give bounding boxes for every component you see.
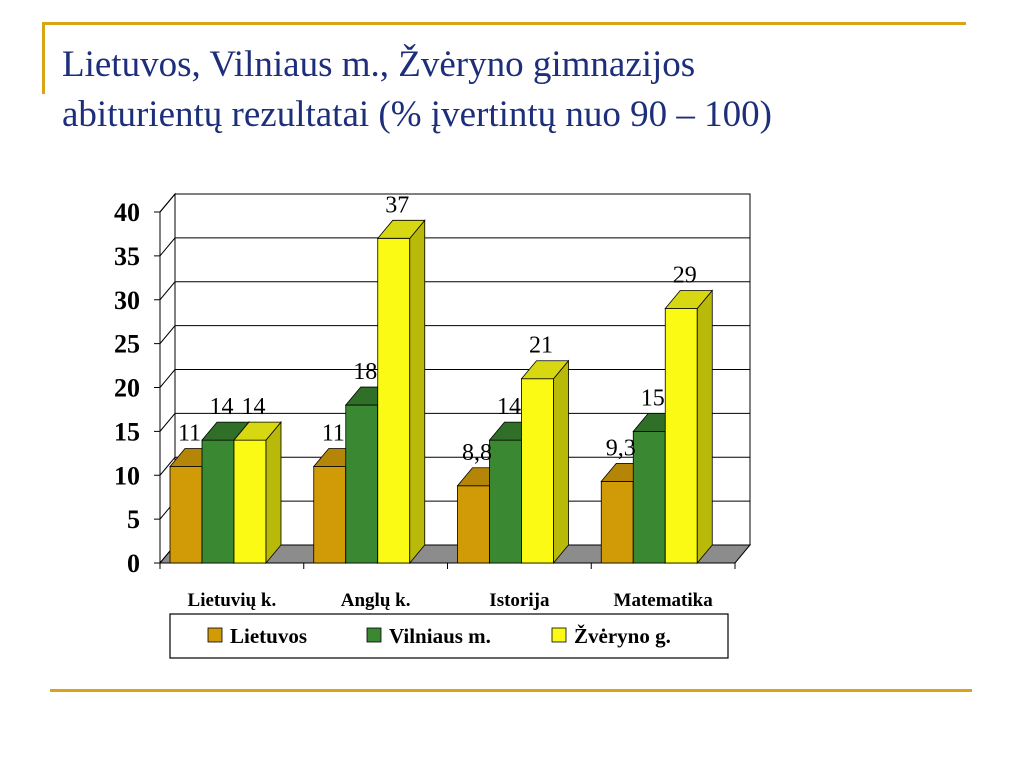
- bar-front-face: [201, 439, 235, 564]
- bar-front-face: [313, 466, 347, 564]
- slide-title-line-2: abiturientų rezultatai (% įvertintų nuo …: [62, 94, 772, 135]
- gridline: [159, 193, 750, 213]
- bar: [376, 219, 426, 565]
- bar-front-face: [169, 466, 203, 564]
- legend-box: [169, 613, 729, 659]
- bar-front-face: [457, 485, 490, 564]
- data-label: 18: [353, 359, 377, 385]
- y-tick-label: 5: [127, 505, 140, 534]
- data-label: 14: [242, 394, 266, 420]
- bar-top-face: [233, 421, 282, 441]
- chart-grid: [159, 193, 750, 520]
- data-label: 8,8: [462, 440, 492, 466]
- bar-top-face: [664, 290, 714, 309]
- x-category-label: Istorija: [489, 590, 550, 611]
- legend-swatch: [551, 627, 567, 643]
- chart-data-labels: 11 11 8,8 9,3 14 18 14 15 14 37 21 29: [178, 192, 697, 465]
- bar: [233, 421, 282, 565]
- y-tick-label: 25: [114, 330, 140, 359]
- frame-bottom-line: [50, 689, 972, 692]
- frame-left-line: [42, 22, 45, 94]
- bar-side-face: [696, 289, 713, 565]
- y-tick-label: 10: [114, 461, 140, 490]
- bar-front-face: [345, 404, 379, 564]
- data-label: 37: [385, 192, 409, 218]
- x-category-label: Matematika: [614, 590, 714, 611]
- bar-front-face: [377, 237, 411, 564]
- bar-front-face: [521, 378, 554, 564]
- bar-front-face: [233, 439, 267, 564]
- legend-swatch: [207, 627, 223, 643]
- y-tick-label: 20: [114, 374, 140, 403]
- x-category-label: Lietuvių k.: [188, 590, 277, 611]
- bar-top-face: [520, 360, 570, 380]
- bar-side-face: [265, 421, 282, 565]
- data-label: 21: [529, 333, 553, 359]
- slide-title-line-1: Lietuvos, Vilniaus m., Žvėryno gimnazijo…: [62, 44, 696, 85]
- data-label: 14: [497, 394, 521, 420]
- bar-front-face: [600, 480, 634, 564]
- slide-title: Lietuvos, Vilniaus m., Žvėryno gimnazijo…: [62, 40, 962, 140]
- y-tick-label: 0: [127, 549, 140, 578]
- bar: [520, 359, 570, 565]
- legend-label: Lietuvos: [230, 624, 307, 648]
- data-label: 11: [178, 420, 201, 446]
- data-label: 15: [641, 385, 665, 411]
- y-tick-label: 30: [114, 286, 140, 315]
- chart-bars: [169, 219, 714, 565]
- frame-top-line: [42, 22, 966, 25]
- bar: [664, 289, 714, 565]
- data-label: 29: [673, 263, 697, 289]
- y-tick-label: 15: [114, 417, 140, 446]
- legend-label: Žvėryno g.: [574, 624, 671, 648]
- bar-front-face: [632, 430, 666, 564]
- bar-front-face: [664, 308, 698, 564]
- data-label: 11: [322, 420, 345, 446]
- chart-axes: 0 5 10 15 20 25 30 35 40 Lietuvių k. Anglų k. Istor…: [114, 198, 736, 611]
- legend-label: Vilniaus m.: [389, 624, 491, 648]
- gridline: [159, 237, 750, 257]
- bar-front-face: [489, 439, 522, 564]
- data-label: 9,3: [606, 435, 636, 461]
- legend-swatch: [366, 627, 382, 643]
- x-category-label: Anglų k.: [341, 590, 411, 611]
- y-tick-label: 35: [114, 242, 140, 271]
- bar-top-face: [376, 219, 426, 239]
- chart-legend: Lietuvos Vilniaus m. Žvėryno g.: [169, 613, 729, 659]
- bar-side-face: [553, 359, 569, 565]
- y-tick-label: 40: [114, 198, 140, 227]
- gridline: [159, 325, 750, 344]
- data-label: 14: [210, 394, 234, 420]
- bar-side-face: [409, 219, 426, 565]
- gridline: [159, 281, 750, 301]
